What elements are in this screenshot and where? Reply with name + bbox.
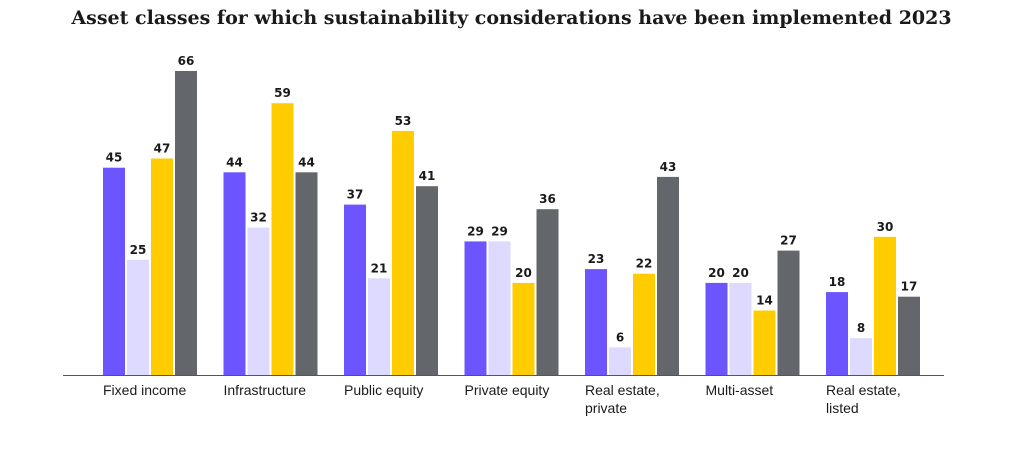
bar-value-label: 6 (616, 330, 624, 344)
bar-value-label: 41 (419, 169, 436, 183)
bar (344, 204, 366, 375)
bar-value-label: 22 (636, 257, 653, 271)
bar (585, 269, 607, 375)
bar (898, 296, 920, 375)
category-label-line: Infrastructure (224, 382, 307, 398)
bar-value-label: 17 (901, 280, 918, 294)
bar-value-label: 30 (877, 220, 894, 234)
bar-value-label: 18 (829, 275, 846, 289)
bar-value-label: 44 (298, 155, 315, 169)
bar-value-label: 43 (660, 160, 677, 174)
bar-value-label: 23 (588, 252, 605, 266)
bar (223, 172, 246, 375)
bar-value-label: 29 (491, 224, 508, 238)
category-label-line: Fixed income (103, 382, 186, 398)
bar-value-label: 45 (106, 151, 123, 165)
bar (826, 292, 848, 375)
bar-value-label: 20 (708, 266, 725, 280)
bar (151, 158, 173, 375)
category-label-line: Private equity (465, 382, 550, 398)
bar (416, 186, 438, 375)
bar-value-label: 29 (467, 224, 484, 238)
category-label: Real estate, listed (826, 382, 901, 416)
bar (464, 241, 487, 375)
bar (295, 172, 318, 375)
bar (247, 227, 270, 375)
category-label: Fixed income (103, 382, 186, 398)
bar-value-label: 36 (539, 192, 556, 206)
category-label-line: listed (826, 400, 859, 416)
bar-value-label: 66 (178, 54, 195, 68)
bar-value-label: 25 (130, 243, 147, 257)
bar-value-label: 27 (780, 234, 797, 248)
chart-title: Asset classes for which sustainability c… (71, 7, 952, 29)
bar (874, 236, 896, 375)
bar (488, 241, 511, 375)
category-label: Private equity (465, 382, 550, 398)
category-label: Public equity (344, 382, 423, 398)
bar (368, 278, 390, 375)
category-label-line: Multi-asset (706, 382, 774, 398)
value-labels-group: 45 25 47 66 44 32 59 44 37 21 53 41 29 29 20 36 23 6 22 43 2… (106, 54, 918, 344)
category-label: Multi-asset (706, 382, 774, 398)
bar-value-label: 14 (756, 294, 773, 308)
category-label-line: Public equity (344, 382, 423, 398)
bar (512, 282, 535, 375)
bar-value-label: 20 (732, 266, 749, 280)
bar (705, 282, 728, 375)
bar (633, 273, 655, 375)
bar-value-label: 59 (274, 86, 291, 100)
bar-value-label: 37 (347, 188, 364, 202)
bar (657, 176, 679, 375)
bar (392, 130, 414, 375)
category-label: Infrastructure (224, 382, 307, 398)
category-label-line: Real estate, (585, 382, 660, 398)
bar-value-label: 32 (250, 211, 267, 225)
bar (127, 259, 149, 375)
category-labels-group: Fixed income Infrastructure Public equity P… (103, 382, 901, 416)
bar (103, 167, 125, 375)
bar (536, 209, 559, 375)
bar (850, 338, 872, 375)
bar (271, 103, 294, 375)
category-label-line: Real estate, (826, 382, 901, 398)
category-label: Real estate, private (585, 382, 660, 416)
bar-value-label: 21 (371, 261, 388, 275)
bar (729, 282, 752, 375)
bars-group (103, 71, 920, 375)
bar-value-label: 20 (515, 266, 532, 280)
bar (777, 250, 800, 375)
bar (609, 347, 631, 375)
bar-value-label: 44 (226, 155, 243, 169)
bar-value-label: 8 (857, 321, 865, 335)
bar (175, 71, 197, 375)
category-label-line: private (585, 400, 627, 416)
bar (753, 310, 776, 375)
bar-value-label: 47 (154, 142, 171, 156)
bar-value-label: 53 (395, 114, 412, 128)
